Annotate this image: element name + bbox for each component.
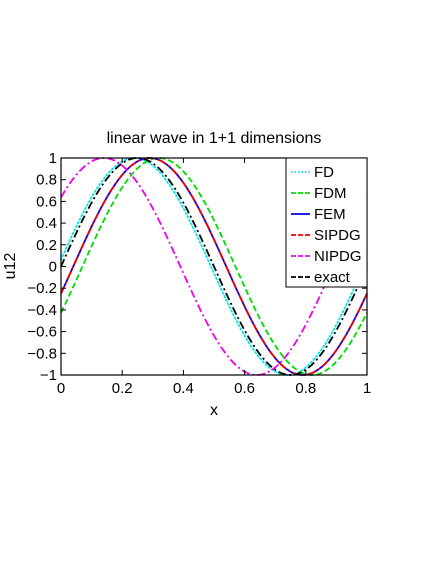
series-line-fd bbox=[60, 157, 368, 376]
series-layer bbox=[60, 157, 368, 376]
x-tick-label: 1 bbox=[363, 380, 371, 397]
legend-items: FD FDM FEM SIPDG NIPDG exact bbox=[291, 164, 362, 286]
chart-title: linear wave in 1+1 dimensions bbox=[107, 130, 322, 147]
legend-label-sipdg: SIPDG bbox=[314, 227, 361, 244]
legend: FD FDM FEM SIPDG NIPDG exact bbox=[285, 157, 368, 288]
legend-label-fd: FD bbox=[314, 164, 334, 181]
legend-box bbox=[285, 157, 368, 288]
y-tick-label: 0.6 bbox=[36, 193, 57, 210]
y-tick-label: 0.2 bbox=[36, 237, 57, 254]
tick-layer: 0 0.2 0.4 0.6 0.8 1 1 0.8 0.6 0.4 0.2 0 −0.2 −0.4 −0.6… bbox=[27, 150, 371, 397]
y-tick-label: 1 bbox=[49, 150, 57, 167]
y-tick-label: −0.2 bbox=[27, 280, 57, 297]
y-tick-label: −1 bbox=[40, 367, 57, 384]
legend-label-fdm: FDM bbox=[314, 185, 347, 202]
series-line-nipdg bbox=[60, 157, 368, 376]
y-tick-label: −0.8 bbox=[27, 345, 57, 362]
y-tick-label: 0.8 bbox=[36, 172, 57, 189]
y-tick-label: −0.4 bbox=[27, 302, 57, 319]
legend-label-exact: exact bbox=[314, 269, 351, 286]
x-tick-label: 0.6 bbox=[234, 380, 255, 397]
y-tick-label: −0.6 bbox=[27, 324, 57, 341]
y-axis-label: u12 bbox=[2, 253, 19, 280]
x-tick-label: 0.2 bbox=[112, 380, 133, 397]
series-line-sipdg bbox=[60, 157, 368, 376]
x-tick-label: 0.8 bbox=[295, 380, 316, 397]
y-tick-label: 0 bbox=[49, 259, 57, 276]
x-tick-label: 0.4 bbox=[173, 380, 194, 397]
x-axis-label: x bbox=[210, 402, 218, 419]
y-tick-label: 0.4 bbox=[36, 215, 57, 232]
x-tick-label: 0 bbox=[57, 380, 65, 397]
series-line-fdm bbox=[60, 157, 368, 376]
legend-label-fem: FEM bbox=[314, 206, 346, 223]
legend-label-nipdg: NIPDG bbox=[314, 248, 362, 265]
series-line-exact bbox=[60, 157, 368, 376]
